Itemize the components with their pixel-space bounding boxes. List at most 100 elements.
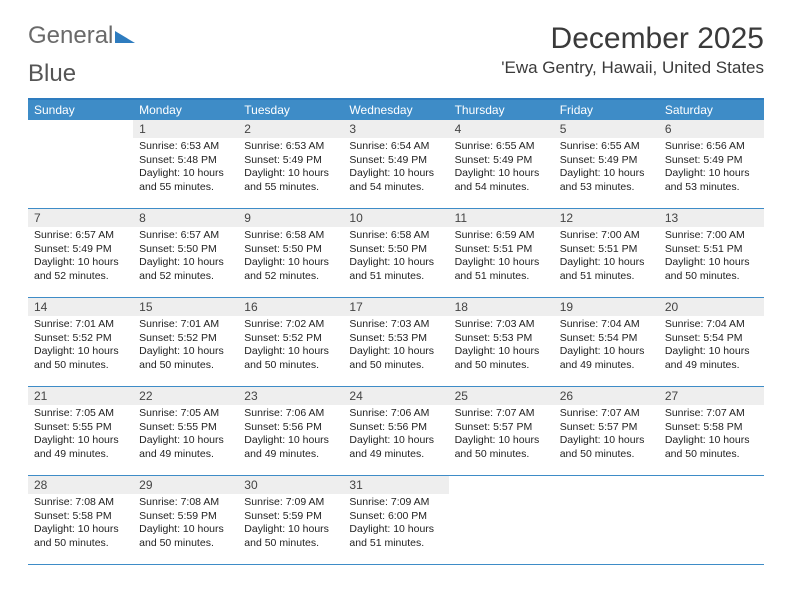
day-number: 20 [659, 298, 764, 316]
logo: General [28, 22, 137, 50]
day-number: 13 [659, 209, 764, 227]
calendar-cell [554, 476, 659, 564]
day-body: Sunrise: 7:06 AMSunset: 5:56 PMDaylight:… [238, 405, 343, 466]
day-body: Sunrise: 6:58 AMSunset: 5:50 PMDaylight:… [238, 227, 343, 288]
day-number: 6 [659, 120, 764, 138]
sunset-text: Sunset: 5:52 PM [139, 332, 232, 346]
calendar-cell [28, 120, 133, 208]
day-body: Sunrise: 7:09 AMSunset: 6:00 PMDaylight:… [343, 494, 448, 555]
day-body: Sunrise: 7:05 AMSunset: 5:55 PMDaylight:… [133, 405, 238, 466]
day-body: Sunrise: 7:01 AMSunset: 5:52 PMDaylight:… [28, 316, 133, 377]
calendar-cell: 6Sunrise: 6:56 AMSunset: 5:49 PMDaylight… [659, 120, 764, 208]
weekday-header: Thursday [449, 100, 554, 120]
daylight-text: Daylight: 10 hours and 49 minutes. [665, 345, 758, 372]
sunset-text: Sunset: 5:56 PM [349, 421, 442, 435]
daylight-text: Daylight: 10 hours and 49 minutes. [34, 434, 127, 461]
sunrise-text: Sunrise: 6:56 AM [665, 140, 758, 154]
sunset-text: Sunset: 5:49 PM [560, 154, 653, 168]
sunrise-text: Sunrise: 7:05 AM [34, 407, 127, 421]
calendar-cell: 31Sunrise: 7:09 AMSunset: 6:00 PMDayligh… [343, 476, 448, 564]
day-body: Sunrise: 6:56 AMSunset: 5:49 PMDaylight:… [659, 138, 764, 199]
daylight-text: Daylight: 10 hours and 49 minutes. [244, 434, 337, 461]
sunrise-text: Sunrise: 7:00 AM [560, 229, 653, 243]
calendar-cell [659, 476, 764, 564]
daylight-text: Daylight: 10 hours and 54 minutes. [455, 167, 548, 194]
calendar-cell: 17Sunrise: 7:03 AMSunset: 5:53 PMDayligh… [343, 298, 448, 386]
day-number: 25 [449, 387, 554, 405]
weekday-header: Monday [133, 100, 238, 120]
calendar-cell: 12Sunrise: 7:00 AMSunset: 5:51 PMDayligh… [554, 209, 659, 297]
calendar-cell: 29Sunrise: 7:08 AMSunset: 5:59 PMDayligh… [133, 476, 238, 564]
calendar-week: 28Sunrise: 7:08 AMSunset: 5:58 PMDayligh… [28, 476, 764, 565]
sunrise-text: Sunrise: 6:53 AM [139, 140, 232, 154]
calendar-cell: 4Sunrise: 6:55 AMSunset: 5:49 PMDaylight… [449, 120, 554, 208]
calendar-cell: 22Sunrise: 7:05 AMSunset: 5:55 PMDayligh… [133, 387, 238, 475]
day-number: 26 [554, 387, 659, 405]
calendar-week: 21Sunrise: 7:05 AMSunset: 5:55 PMDayligh… [28, 387, 764, 476]
sunset-text: Sunset: 5:54 PM [665, 332, 758, 346]
day-number: 27 [659, 387, 764, 405]
calendar-cell: 20 Sunrise: 7:04 AMSunset: 5:54 PMDayligh… [659, 298, 764, 386]
daylight-text: Daylight: 10 hours and 52 minutes. [34, 256, 127, 283]
daylight-text: Daylight: 10 hours and 55 minutes. [244, 167, 337, 194]
sunset-text: Sunset: 5:51 PM [455, 243, 548, 257]
day-number: 18 [449, 298, 554, 316]
sunrise-text: Sunrise: 7:07 AM [560, 407, 653, 421]
day-number: 2 [238, 120, 343, 138]
sunset-text: Sunset: 5:50 PM [349, 243, 442, 257]
location-subtitle: 'Ewa Gentry, Hawaii, United States [501, 58, 764, 78]
daylight-text: Daylight: 10 hours and 51 minutes. [455, 256, 548, 283]
day-body: Sunrise: 6:58 AMSunset: 5:50 PMDaylight:… [343, 227, 448, 288]
day-body [449, 494, 554, 500]
sunset-text: Sunset: 5:55 PM [139, 421, 232, 435]
day-number: 16 [238, 298, 343, 316]
sunset-text: Sunset: 5:58 PM [665, 421, 758, 435]
daylight-text: Daylight: 10 hours and 50 minutes. [455, 434, 548, 461]
calendar-cell: 5Sunrise: 6:55 AMSunset: 5:49 PMDaylight… [554, 120, 659, 208]
day-body [28, 138, 133, 144]
day-number: 15 [133, 298, 238, 316]
day-number: 17 [343, 298, 448, 316]
calendar-cell [449, 476, 554, 564]
sunrise-text: Sunrise: 7:01 AM [34, 318, 127, 332]
sunrise-text: Sunrise: 7:04 AM [665, 318, 758, 332]
daylight-text: Daylight: 10 hours and 50 minutes. [34, 523, 127, 550]
sunset-text: Sunset: 5:57 PM [560, 421, 653, 435]
day-body: Sunrise: 7:01 AMSunset: 5:52 PMDaylight:… [133, 316, 238, 377]
daylight-text: Daylight: 10 hours and 50 minutes. [139, 345, 232, 372]
sunset-text: Sunset: 5:52 PM [244, 332, 337, 346]
day-body: Sunrise: 7:07 AMSunset: 5:58 PMDaylight:… [659, 405, 764, 466]
calendar: Sunday Monday Tuesday Wednesday Thursday… [28, 98, 764, 565]
page: General December 2025 'Ewa Gentry, Hawai… [0, 0, 792, 575]
day-number: 1 [133, 120, 238, 138]
sunset-text: Sunset: 5:59 PM [244, 510, 337, 524]
sunrise-text: Sunrise: 7:05 AM [139, 407, 232, 421]
calendar-cell: 27Sunrise: 7:07 AMSunset: 5:58 PMDayligh… [659, 387, 764, 475]
calendar-cell: 23Sunrise: 7:06 AMSunset: 5:56 PMDayligh… [238, 387, 343, 475]
sunrise-text: Sunrise: 6:55 AM [560, 140, 653, 154]
weekday-header: Tuesday [238, 100, 343, 120]
day-body: Sunrise: 7:04 AMSunset: 5:54 PMDaylight:… [554, 316, 659, 377]
daylight-text: Daylight: 10 hours and 49 minutes. [349, 434, 442, 461]
sunrise-text: Sunrise: 6:58 AM [349, 229, 442, 243]
calendar-cell: 25Sunrise: 7:07 AMSunset: 5:57 PMDayligh… [449, 387, 554, 475]
daylight-text: Daylight: 10 hours and 50 minutes. [34, 345, 127, 372]
sunrise-text: Sunrise: 7:08 AM [139, 496, 232, 510]
daylight-text: Daylight: 10 hours and 50 minutes. [665, 256, 758, 283]
weekday-header: Saturday [659, 100, 764, 120]
day-body: Sunrise: 7:02 AMSunset: 5:52 PMDaylight:… [238, 316, 343, 377]
sunrise-text: Sunrise: 7:03 AM [349, 318, 442, 332]
weekday-header: Sunday [28, 100, 133, 120]
daylight-text: Daylight: 10 hours and 49 minutes. [139, 434, 232, 461]
calendar-cell: 9Sunrise: 6:58 AMSunset: 5:50 PMDaylight… [238, 209, 343, 297]
daylight-text: Daylight: 10 hours and 49 minutes. [560, 345, 653, 372]
daylight-text: Daylight: 10 hours and 52 minutes. [244, 256, 337, 283]
daylight-text: Daylight: 10 hours and 55 minutes. [139, 167, 232, 194]
calendar-cell: 2Sunrise: 6:53 AMSunset: 5:49 PMDaylight… [238, 120, 343, 208]
sunrise-text: Sunrise: 6:57 AM [139, 229, 232, 243]
calendar-cell: 19Sunrise: 7:04 AMSunset: 5:54 PMDayligh… [554, 298, 659, 386]
sunrise-text: Sunrise: 7:01 AM [139, 318, 232, 332]
sunrise-text: Sunrise: 6:53 AM [244, 140, 337, 154]
day-number: 12 [554, 209, 659, 227]
day-number [554, 476, 659, 494]
